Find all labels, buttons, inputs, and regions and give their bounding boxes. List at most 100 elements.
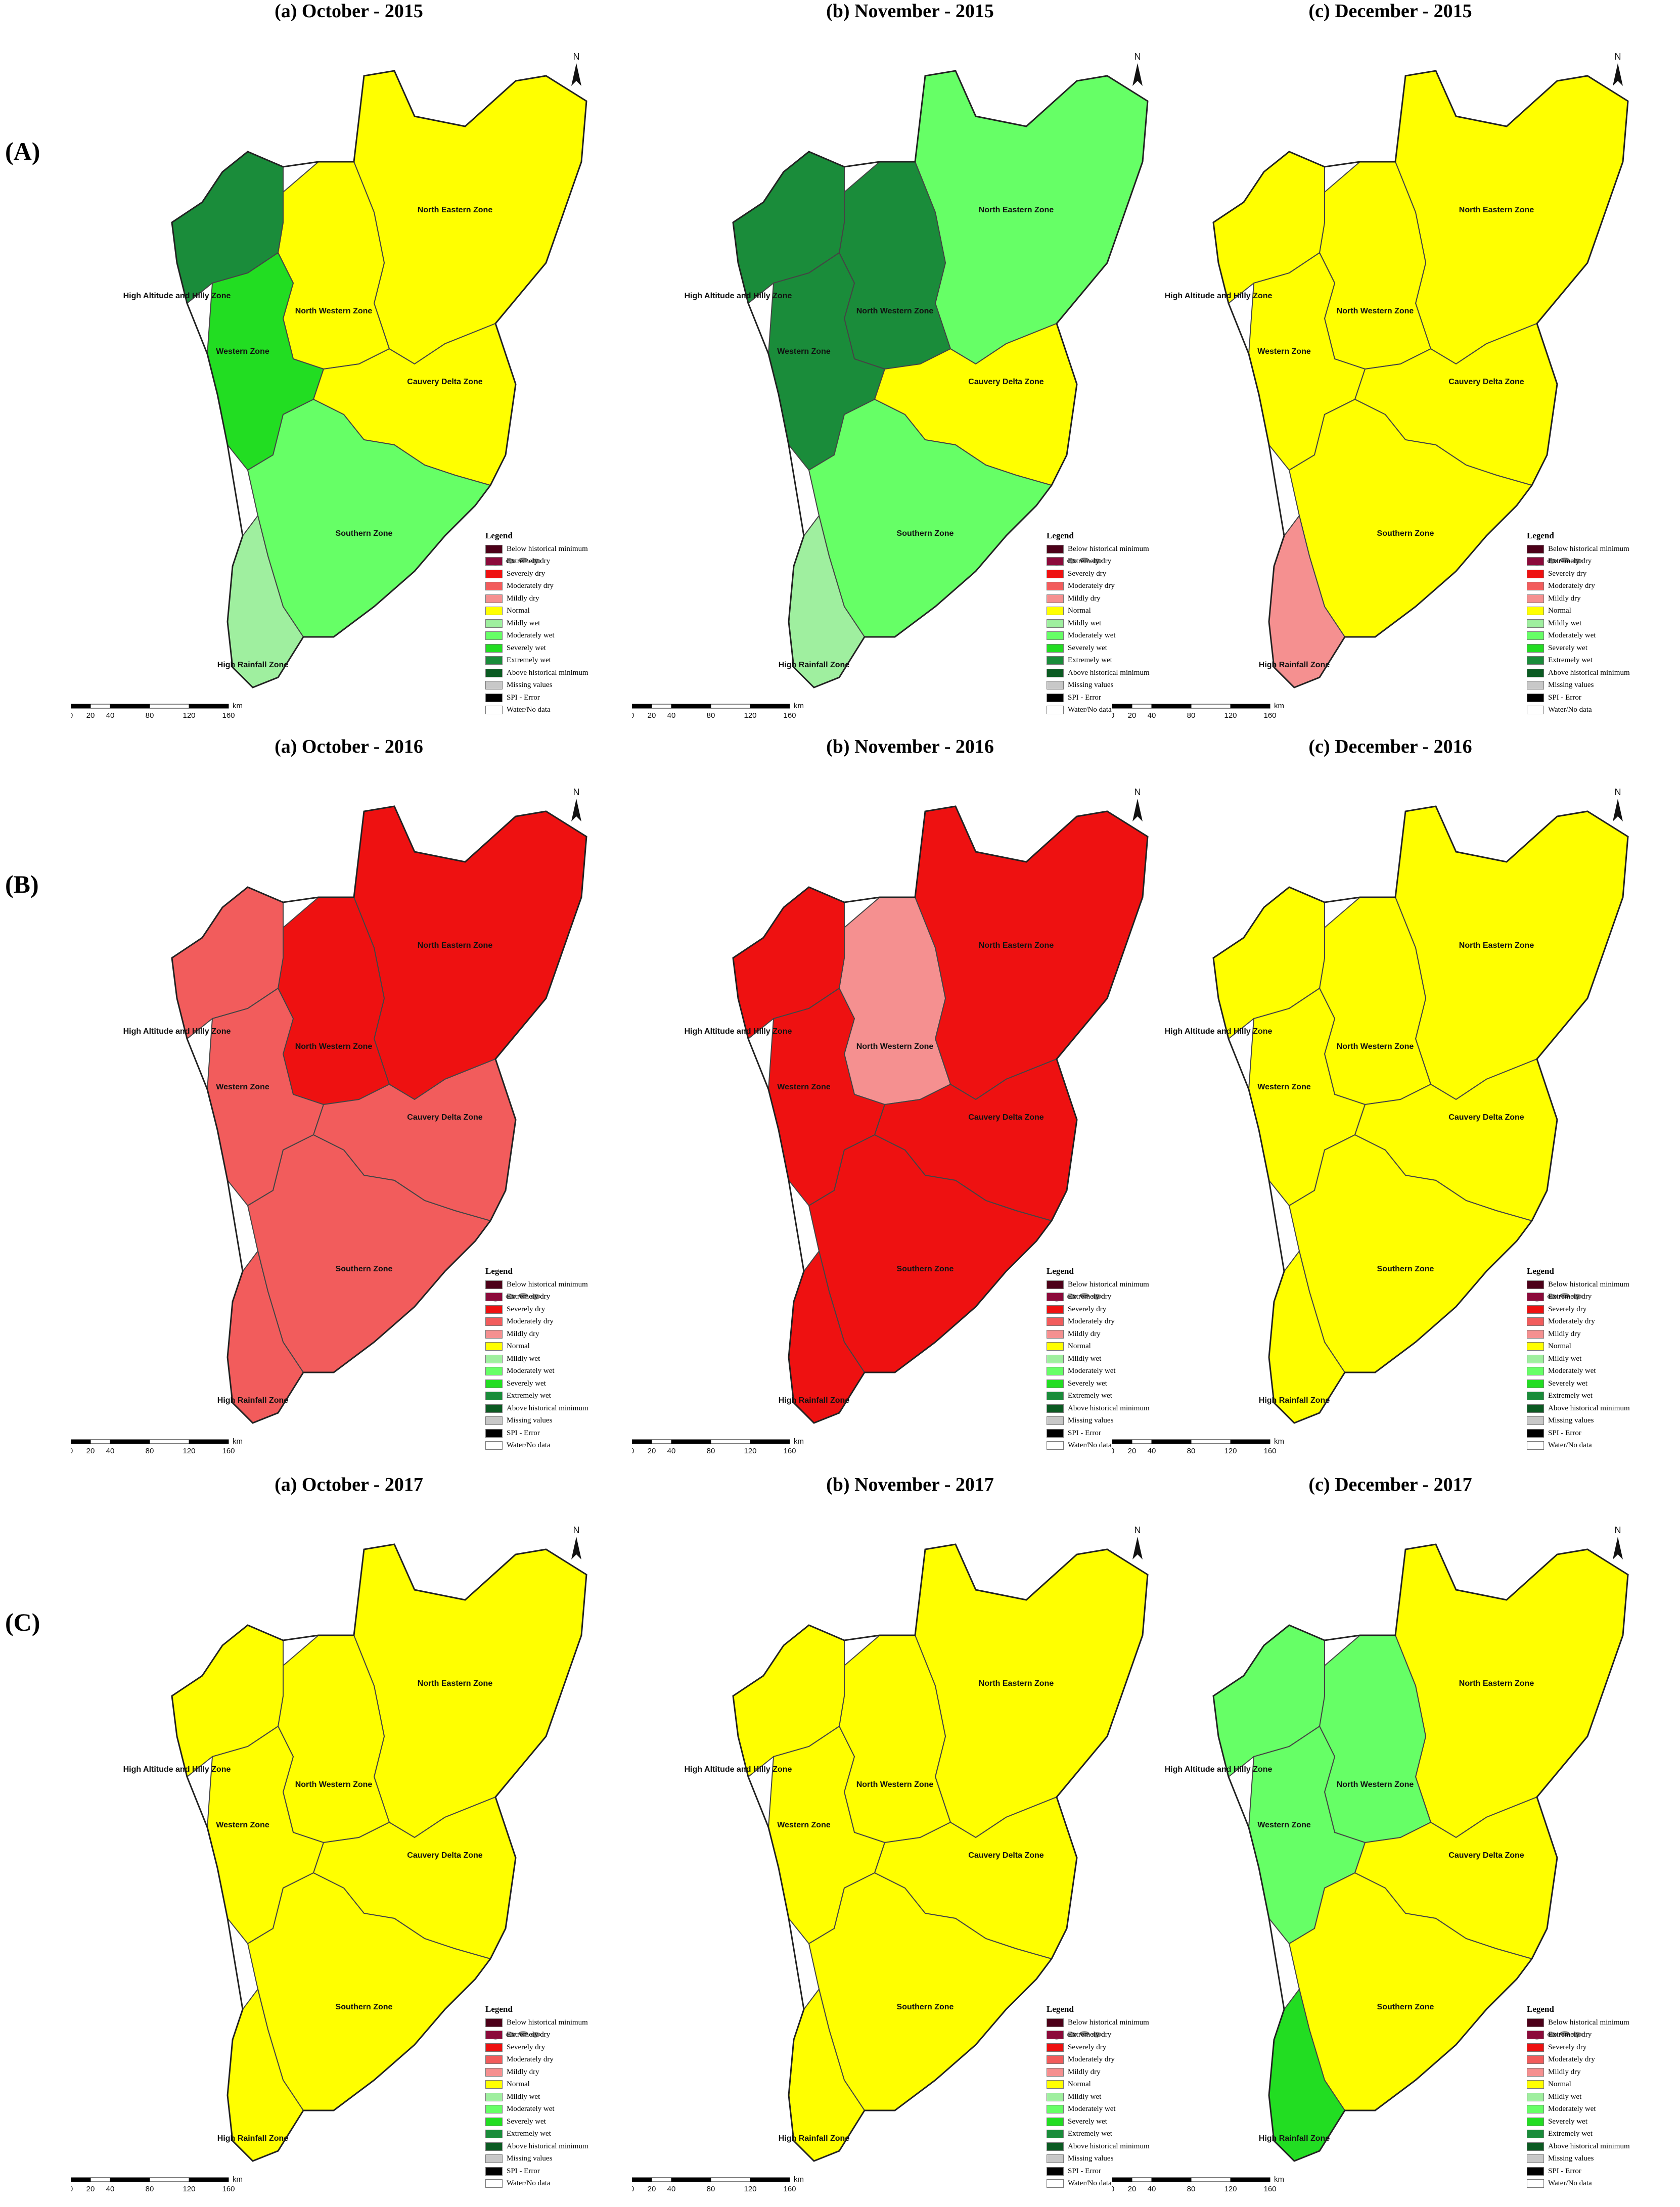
zone-label: North Eastern Zone xyxy=(1459,941,1534,950)
north-label: N xyxy=(1615,787,1621,797)
zone-map: North Eastern Zone North Western Zone West… xyxy=(1112,52,1629,718)
scale-tick-label: 20 xyxy=(648,1447,656,1453)
legend-item: Severely wet xyxy=(1047,642,1150,655)
legend-label: Normal xyxy=(507,607,530,615)
north-arrow-icon xyxy=(1132,799,1143,821)
legend-item: Extremely dry xyxy=(485,556,588,568)
legend-swatch xyxy=(1527,668,1544,677)
legend-swatch xyxy=(1047,643,1064,653)
legend-label: Normal xyxy=(1068,607,1091,615)
state-outline xyxy=(171,805,587,1424)
legend-label: Missing values xyxy=(1068,681,1114,689)
legend-label: Moderately dry xyxy=(1068,1317,1115,1326)
panel-title: (a) October - 2015 xyxy=(275,1,423,22)
zone-label: North Eastern Zone xyxy=(418,206,493,214)
scale-tick-label: 80 xyxy=(707,2185,715,2191)
legend-label: SPI - Error xyxy=(507,2167,540,2175)
legend-swatch xyxy=(1527,1354,1544,1363)
scale-tick-label: 120 xyxy=(744,2185,756,2191)
legend-swatch xyxy=(1527,2043,1544,2052)
legend-item: SPI - Error xyxy=(485,1427,588,1440)
zone-label: High Rainfall Zone xyxy=(779,661,850,669)
legend-item: Severely dry xyxy=(485,568,588,580)
legend-label: Water/No data xyxy=(1548,2179,1592,2188)
legend-item: Above historical minimum xyxy=(1527,1402,1630,1415)
legend-label: Missing values xyxy=(507,2154,553,2163)
legend-label: Severely wet xyxy=(1068,2117,1107,2126)
legend-item: Above historical minimum xyxy=(1047,1402,1150,1415)
legend-label: Mildly wet xyxy=(1068,2092,1102,2101)
legend-item: SPI - Error xyxy=(1047,2165,1150,2178)
scale-tick-label: 0 xyxy=(1112,1447,1114,1453)
scale-tick-label: 80 xyxy=(1187,711,1196,718)
north-label: N xyxy=(573,1525,580,1535)
legend-label: Extremely wet xyxy=(1548,2130,1593,2138)
legend-swatch xyxy=(485,2018,503,2027)
legend-item: Mildly dry xyxy=(485,1328,588,1341)
map-panel-2-0: (a) October - 2017 North Eastern Zone Nort… xyxy=(71,1474,627,2191)
legend-item: Mildly dry xyxy=(485,2066,588,2079)
legend-item: Below historical minimum xyxy=(1047,543,1150,556)
legend-item: Missing values xyxy=(485,2153,588,2166)
legend-item: Below historical minimum xyxy=(1527,543,1630,556)
zone-label: Southern Zone xyxy=(1377,2003,1434,2011)
legend-item: Extremely dry xyxy=(485,1291,588,1304)
legend-item: Below historical minimum xyxy=(1047,2016,1150,2029)
legend-swatch xyxy=(1047,544,1064,554)
legend-label: Water/No data xyxy=(507,2179,551,2188)
scale-tick-label: 40 xyxy=(667,2185,676,2191)
zone-label: Cauvery Delta Zone xyxy=(1448,1113,1524,1122)
legend-label: Normal xyxy=(1548,607,1571,615)
legend-item: Above historical minimum xyxy=(1527,667,1630,679)
legend-swatch xyxy=(1047,1329,1064,1339)
legend-item: Mildly wet xyxy=(1527,2091,1630,2103)
legend-swatch xyxy=(1047,1392,1064,1401)
island-marker xyxy=(518,2031,528,2036)
legend-item: Moderately wet xyxy=(1047,2103,1150,2116)
legend-item: Water/No data xyxy=(1527,704,1630,717)
north-label: N xyxy=(1134,1525,1141,1535)
legend-item: Above historical minimum xyxy=(1047,2140,1150,2153)
legend-label: Severely wet xyxy=(507,1379,546,1388)
legend-label: Extremely wet xyxy=(1068,2130,1112,2138)
legend-label: Water/No data xyxy=(1068,2179,1112,2188)
legend-label: Normal xyxy=(1548,1342,1571,1351)
legend-item: Extremely dry xyxy=(1527,1291,1630,1304)
legend-label: Moderately dry xyxy=(1548,582,1595,590)
legend-swatch xyxy=(485,2142,503,2151)
legend-swatch xyxy=(1047,2031,1064,2040)
state-outline xyxy=(732,1543,1149,2162)
legend-label: Extremely dry xyxy=(1068,557,1112,566)
legend-item: Extremely dry xyxy=(485,2029,588,2042)
zone-label: Southern Zone xyxy=(1377,1265,1434,1273)
legend-item: Mildly wet xyxy=(1047,2091,1150,2103)
zone-label: High Altitude and Hilly Zone xyxy=(1165,1027,1273,1036)
legend-swatch xyxy=(1527,1317,1544,1326)
scale-tick-label: 20 xyxy=(86,2185,95,2191)
legend-label: Severely wet xyxy=(1068,1379,1107,1388)
legend-item: Mildly dry xyxy=(1047,592,1150,605)
zone-map: North Eastern Zone North Western Zone West… xyxy=(632,1525,1149,2191)
legend-swatch xyxy=(1047,582,1064,591)
legend-label: Extremely wet xyxy=(507,656,551,665)
scale-tick-label: 120 xyxy=(183,2185,195,2191)
legend-swatch xyxy=(1047,1441,1064,1450)
zone-map: North Eastern Zone North Western Zone West… xyxy=(632,52,1149,718)
legend-label: Normal xyxy=(1068,1342,1091,1351)
legend-swatch xyxy=(485,557,503,566)
legend-label: Extremely dry xyxy=(507,2031,551,2039)
legend-swatch xyxy=(485,1317,503,1326)
legend-swatch xyxy=(1527,2031,1544,2040)
legend-label: Below historical minimum xyxy=(1548,544,1629,553)
scale-tick-label: 0 xyxy=(71,1447,73,1453)
legend-item: Below historical minimum xyxy=(485,543,588,556)
legend-swatch xyxy=(485,1329,503,1339)
state-outline xyxy=(171,70,587,688)
legend-label: Missing values xyxy=(1068,2154,1114,2163)
legend-swatch xyxy=(1047,557,1064,566)
zone-label: Western Zone xyxy=(777,347,831,356)
legend-item: SPI - Error xyxy=(485,2165,588,2178)
